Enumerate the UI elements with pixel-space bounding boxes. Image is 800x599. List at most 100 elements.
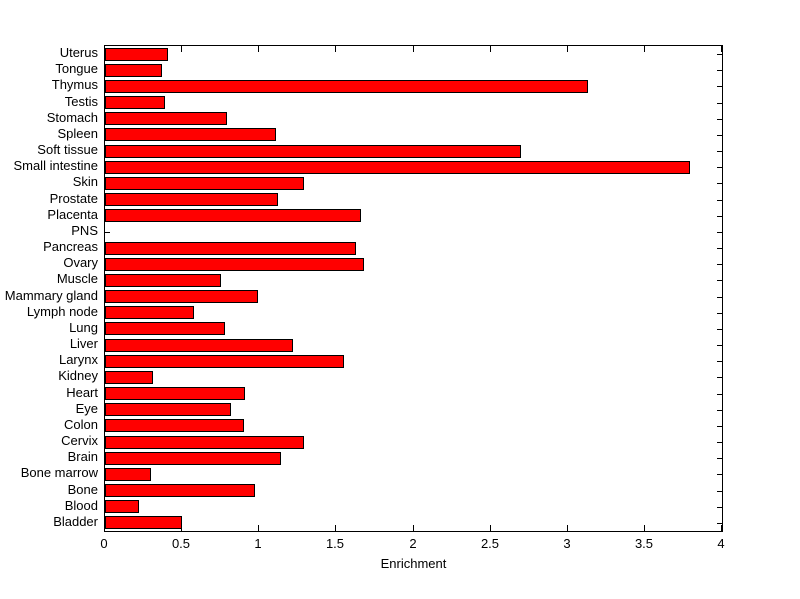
y-tick-label-mammary-gland: Mammary gland (4, 288, 98, 303)
y-tick-label-blood: Blood (64, 498, 98, 513)
x-tick-bottom (567, 525, 568, 531)
bar-pancreas (105, 242, 356, 255)
y-tick-label-skin: Skin (72, 174, 98, 189)
x-tick-bottom (490, 525, 491, 531)
y-tick-right (717, 442, 722, 443)
y-tick-right (717, 54, 722, 55)
bar-eye (105, 403, 231, 416)
y-tick-right (717, 523, 722, 524)
x-tick-top (181, 46, 182, 52)
y-tick-right (717, 361, 722, 362)
y-tick-label-ovary: Ovary (63, 255, 98, 270)
bar-blood (105, 500, 139, 513)
y-tick-label-soft-tissue: Soft tissue (37, 142, 98, 157)
y-tick-right (717, 426, 722, 427)
y-tick-right (717, 313, 722, 314)
y-tick-right (717, 200, 722, 201)
y-tick-label-cervix: Cervix (61, 433, 98, 448)
x-tick-label-2-5: 2.5 (480, 536, 500, 551)
y-tick-label-uterus: Uterus (59, 45, 98, 60)
y-tick-right (717, 297, 722, 298)
bar-bone-marrow (105, 468, 151, 481)
x-tick-bottom (644, 525, 645, 531)
y-tick-right (717, 167, 722, 168)
bar-tongue (105, 64, 162, 77)
y-tick-right (717, 474, 722, 475)
x-tick-top (490, 46, 491, 52)
y-tick-right (717, 280, 722, 281)
x-axis-title: Enrichment (380, 556, 447, 571)
x-tick-bottom (413, 525, 414, 531)
y-tick-label-thymus: Thymus (51, 77, 98, 92)
y-tick-label-pns: PNS (71, 223, 98, 238)
x-tick-top (104, 46, 105, 52)
plot-area (104, 45, 723, 532)
bar-liver (105, 339, 293, 352)
y-tick-label-brain: Brain (67, 449, 98, 464)
bar-bladder (105, 516, 182, 529)
x-tick-label-0: 0 (100, 536, 108, 551)
y-tick-right (717, 345, 722, 346)
y-tick-right (717, 86, 722, 87)
x-tick-top (721, 46, 722, 52)
y-tick-label-lung: Lung (69, 320, 98, 335)
bar-kidney (105, 371, 153, 384)
bar-soft-tissue (105, 145, 521, 158)
x-tick-top (258, 46, 259, 52)
x-tick-bottom (104, 525, 105, 531)
y-tick-label-eye: Eye (75, 401, 98, 416)
bar-lymph-node (105, 306, 194, 319)
bar-prostate (105, 193, 278, 206)
y-tick-right (717, 70, 722, 71)
y-tick-label-bone-marrow: Bone marrow (20, 465, 98, 480)
y-tick-label-colon: Colon (64, 417, 98, 432)
bar-skin (105, 177, 304, 190)
y-tick-right (717, 248, 722, 249)
y-tick-label-larynx: Larynx (58, 352, 98, 367)
y-tick-right (717, 377, 722, 378)
y-tick-right (717, 103, 722, 104)
y-tick-right (717, 410, 722, 411)
x-tick-label-2: 2 (409, 536, 417, 551)
y-tick-label-prostate: Prostate (49, 191, 98, 206)
bar-heart (105, 387, 245, 400)
x-tick-label-3: 3 (563, 536, 571, 551)
x-tick-bottom (335, 525, 336, 531)
y-tick-right (717, 329, 722, 330)
bar-small-intestine (105, 161, 690, 174)
x-tick-bottom (258, 525, 259, 531)
y-tick-right (717, 151, 722, 152)
y-tick-right (717, 183, 722, 184)
y-tick-label-kidney: Kidney (58, 368, 98, 383)
y-tick-label-pancreas: Pancreas (43, 239, 98, 254)
x-tick-label-0-5: 0.5 (171, 536, 191, 551)
y-tick-label-bone: Bone (67, 482, 98, 497)
y-tick-label-bladder: Bladder (53, 514, 98, 529)
x-tick-top (335, 46, 336, 52)
x-tick-label-1-5: 1.5 (325, 536, 345, 551)
x-tick-label-4: 4 (717, 536, 725, 551)
bar-lung (105, 322, 225, 335)
y-tick-right (717, 119, 722, 120)
x-tick-label-3-5: 3.5 (634, 536, 654, 551)
bar-uterus (105, 48, 168, 61)
y-tick-right (717, 232, 722, 233)
x-tick-label-1: 1 (254, 536, 262, 551)
bar-spleen (105, 128, 276, 141)
bar-placenta (105, 209, 361, 222)
y-tick-right (717, 394, 722, 395)
bar-brain (105, 452, 281, 465)
y-tick-right (717, 216, 722, 217)
y-tick-label-small-intestine: Small intestine (13, 158, 98, 173)
y-tick-left (105, 232, 110, 233)
bar-thymus (105, 80, 588, 93)
x-tick-top (567, 46, 568, 52)
bar-muscle (105, 274, 221, 287)
y-tick-label-heart: Heart (66, 385, 98, 400)
bar-bone (105, 484, 255, 497)
y-tick-label-placenta: Placenta (47, 207, 98, 222)
x-tick-top (644, 46, 645, 52)
y-tick-label-testis: Testis (64, 94, 98, 109)
bar-ovary (105, 258, 364, 271)
